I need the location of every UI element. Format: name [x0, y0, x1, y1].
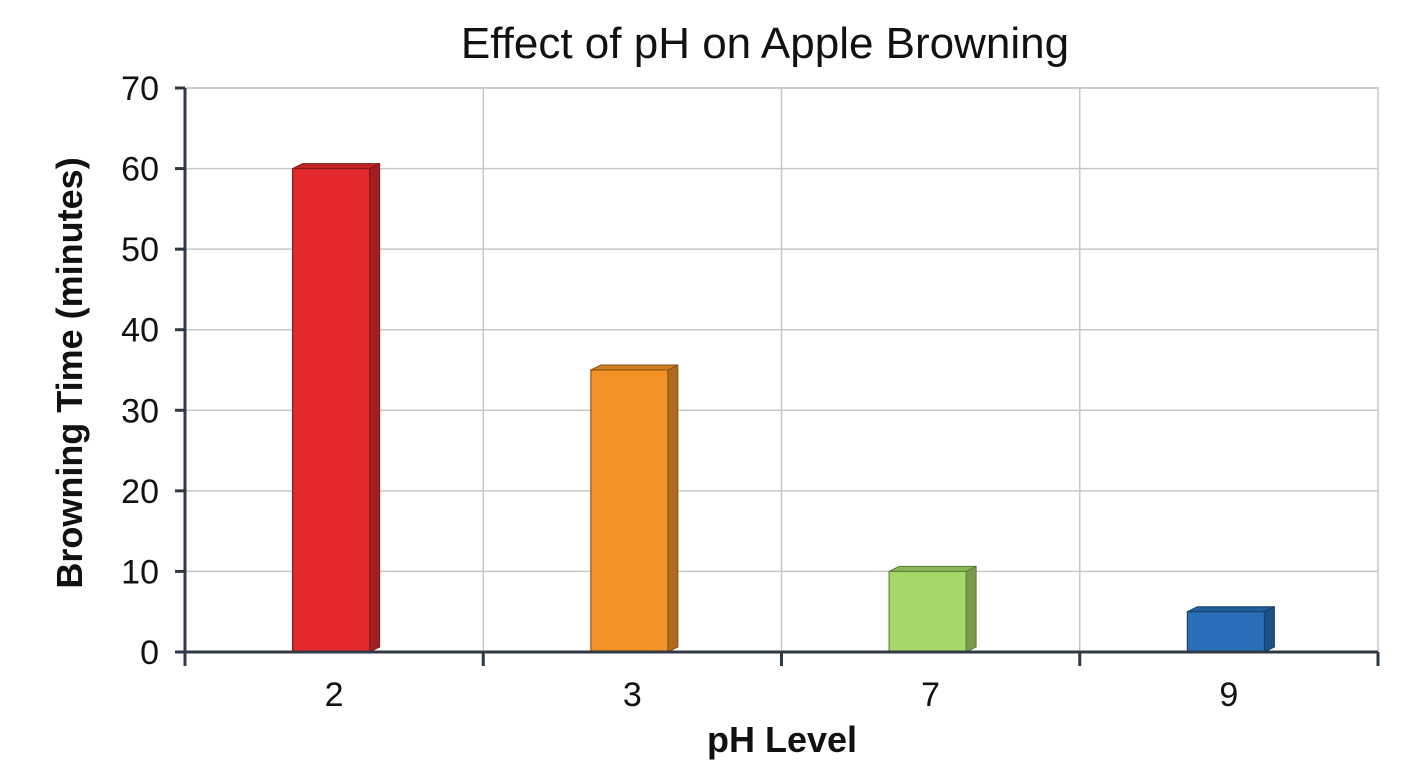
y-tick-label-60: 60 [121, 151, 159, 189]
tick-labels: 0 10 20 30 40 50 60 70 2 3 7 9 [121, 70, 1238, 714]
y-tick-label-70: 70 [121, 70, 159, 108]
bar-front [292, 167, 371, 653]
bar-front [1186, 611, 1265, 653]
y-tick-label-30: 30 [121, 392, 159, 430]
y-tick-label-40: 40 [121, 312, 159, 350]
y-tick-label-0: 0 [140, 634, 159, 672]
bar-side [667, 364, 679, 653]
chart-title: Effect of pH on Apple Browning [461, 19, 1069, 68]
bar-3 [590, 364, 679, 653]
bar-top [292, 163, 380, 170]
y-tick-label-50: 50 [121, 231, 159, 269]
bar-side [1263, 605, 1275, 653]
bar-9 [1186, 605, 1275, 653]
y-tick-label-10: 10 [121, 553, 159, 591]
bar-top [888, 565, 977, 572]
y-tick-label-20: 20 [121, 473, 159, 511]
bar-front [590, 369, 669, 653]
bar-top [1187, 606, 1275, 613]
bar-front [888, 570, 967, 653]
bar-top [590, 364, 679, 371]
bar-side [369, 162, 381, 653]
y-axis-title: Browning Time (minutes) [49, 157, 90, 588]
bars [292, 162, 1275, 653]
x-axis-title: pH Level [707, 719, 857, 760]
x-tick-label-9: 9 [1219, 676, 1238, 714]
x-tick-label-3: 3 [623, 676, 642, 714]
bar-side [965, 565, 977, 653]
bar-2 [292, 162, 381, 653]
axes [175, 86, 1380, 666]
x-tick-label-7: 7 [921, 676, 940, 714]
bar-7 [888, 565, 977, 653]
x-tick-label-2: 2 [325, 676, 344, 714]
